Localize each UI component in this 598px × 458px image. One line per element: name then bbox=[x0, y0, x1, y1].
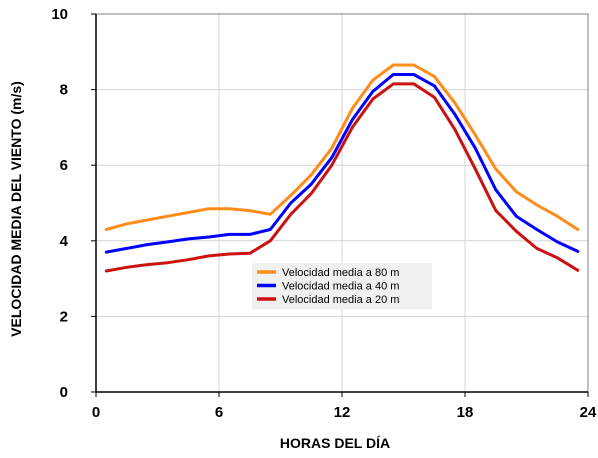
x-tick-label: 18 bbox=[457, 404, 474, 421]
legend-label: Velocidad media a 20 m bbox=[282, 294, 399, 306]
y-tick-label: 10 bbox=[51, 6, 68, 23]
y-tick-label: 8 bbox=[60, 82, 68, 99]
legend-label: Velocidad media a 80 m bbox=[282, 267, 399, 279]
y-tick-label: 6 bbox=[60, 157, 68, 174]
x-tick-label: 6 bbox=[215, 404, 223, 421]
x-tick-label: 0 bbox=[92, 404, 100, 421]
grid bbox=[96, 14, 588, 392]
y-axis-title: VELOCIDAD MEDIA DEL VIENTO (m/s) bbox=[8, 81, 24, 337]
y-tick-label: 4 bbox=[60, 233, 69, 250]
legend-label: Velocidad media a 40 m bbox=[282, 281, 399, 293]
x-tick-label: 24 bbox=[580, 404, 597, 421]
x-axis-title: HORAS DEL DÍA bbox=[280, 435, 390, 451]
x-tick-label: 12 bbox=[334, 404, 351, 421]
y-tick-label: 2 bbox=[60, 308, 68, 325]
legend: Velocidad media a 80 m Velocidad media a … bbox=[252, 263, 432, 310]
y-tick-label: 0 bbox=[60, 384, 68, 401]
